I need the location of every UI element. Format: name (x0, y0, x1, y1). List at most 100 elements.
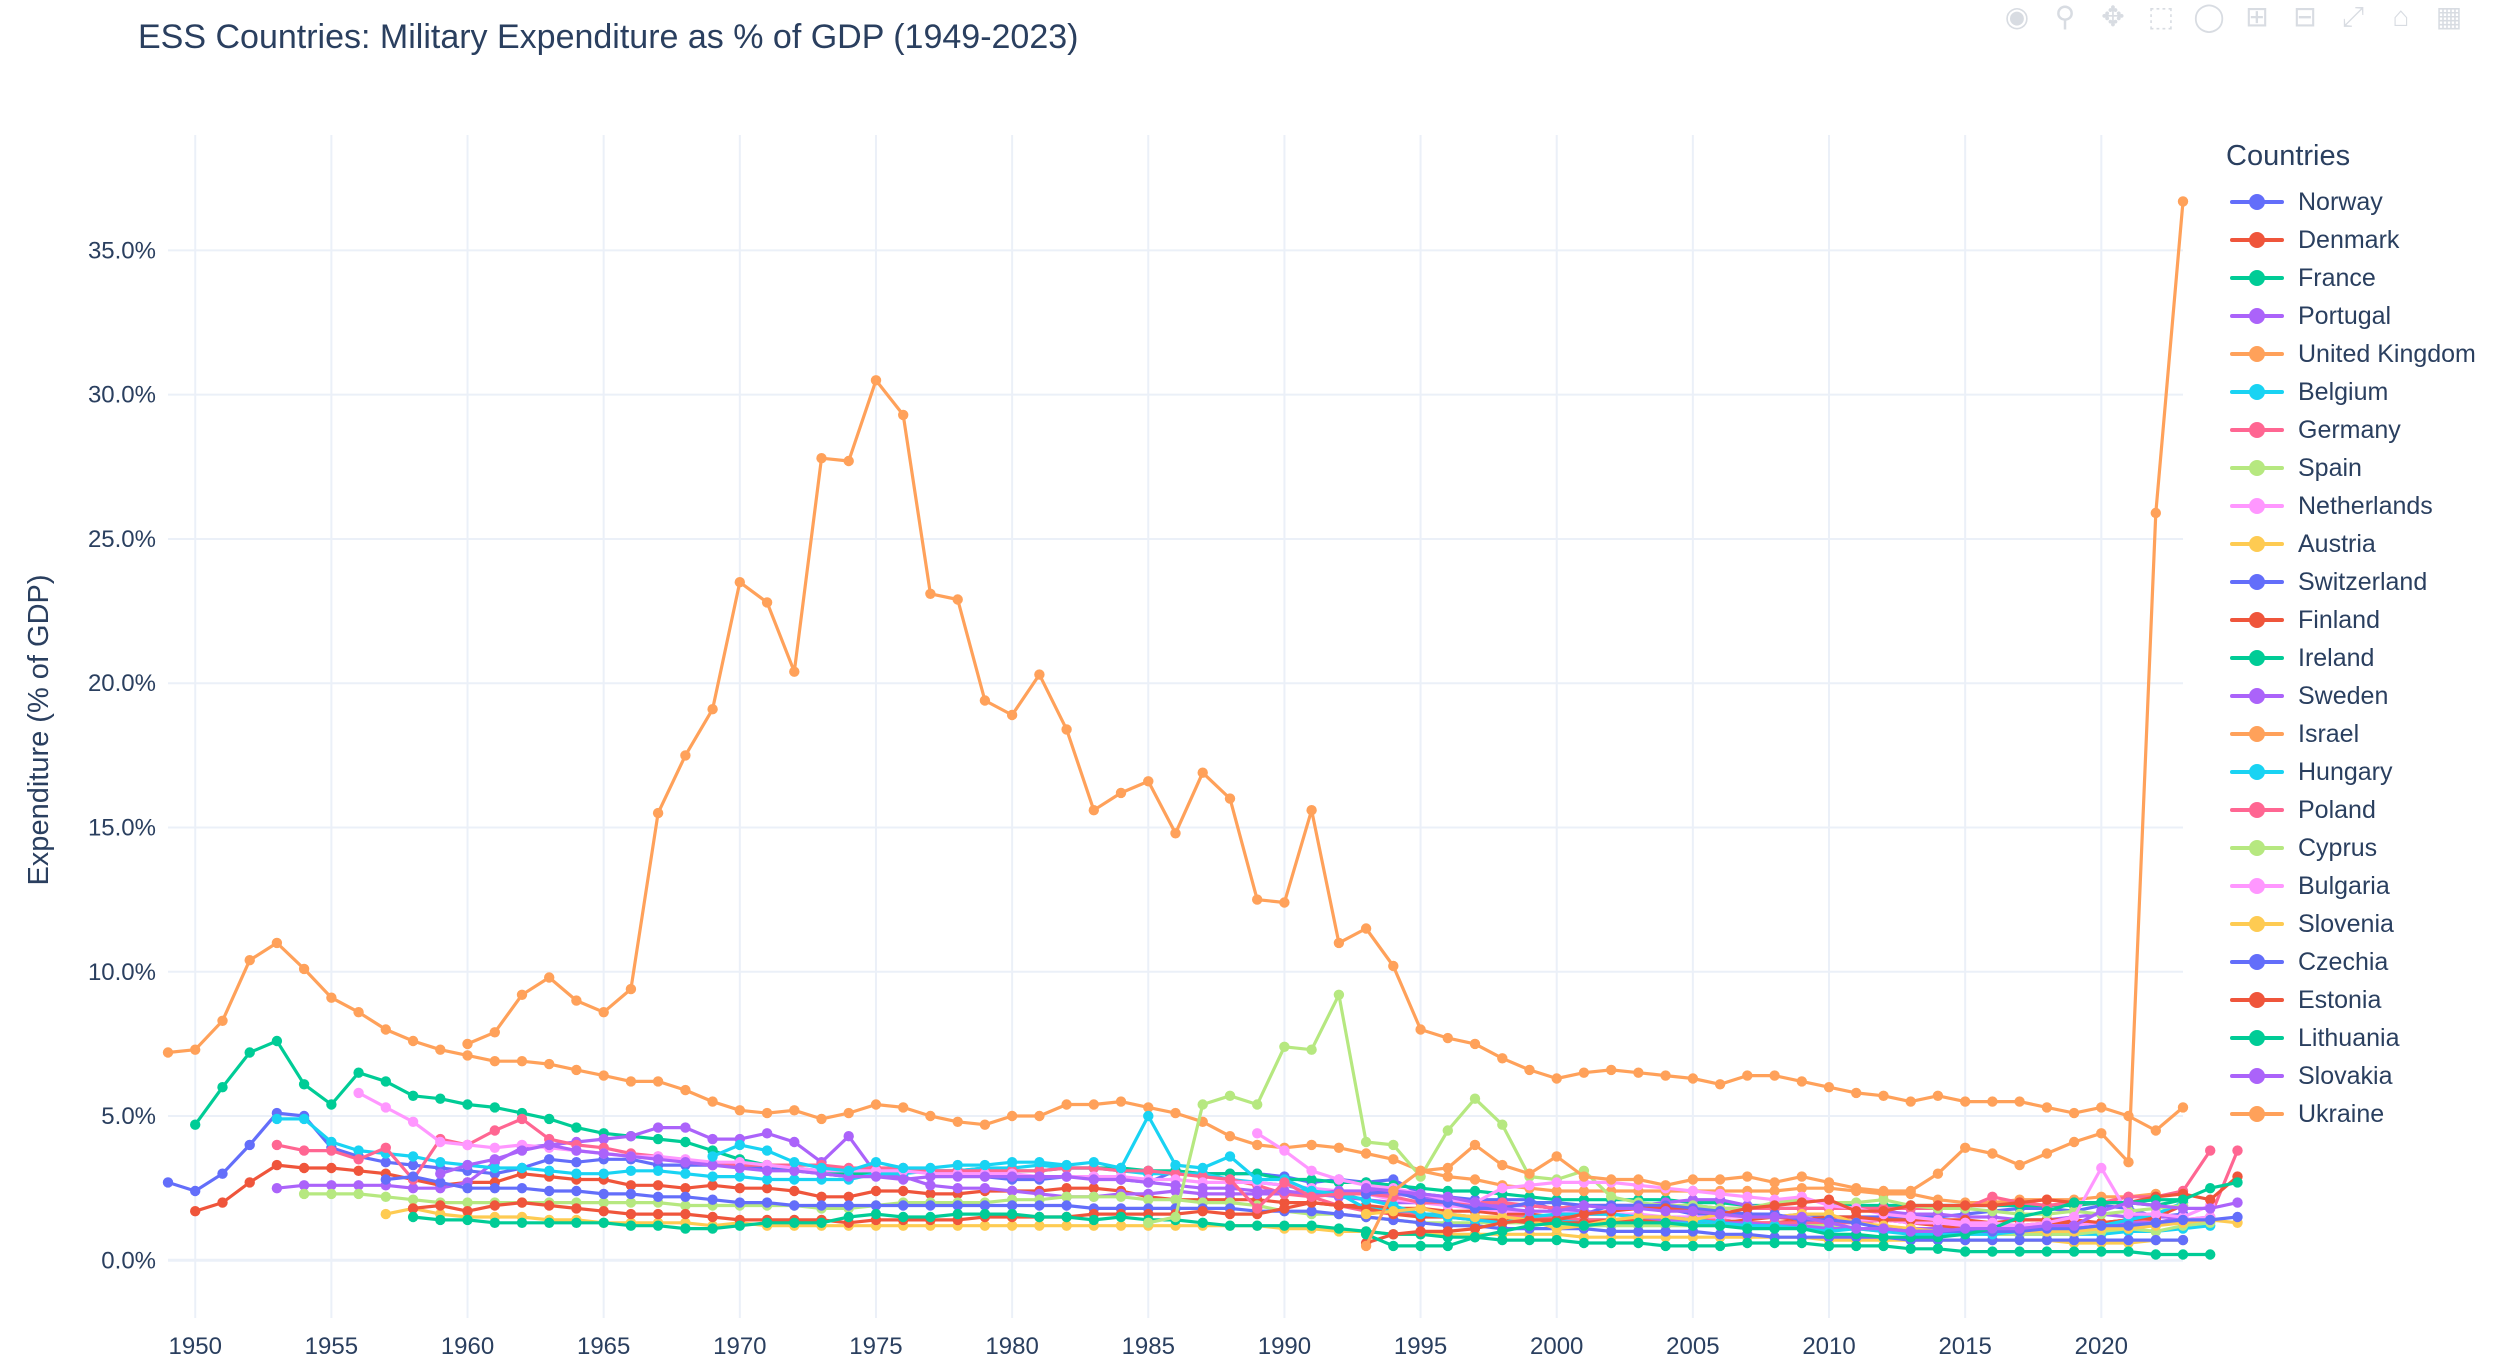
data-point[interactable] (489, 1142, 500, 1154)
data-point[interactable] (1388, 1154, 1399, 1165)
data-point[interactable] (1714, 1240, 1726, 1252)
data-point[interactable] (353, 1087, 364, 1099)
data-point[interactable] (707, 1223, 718, 1234)
data-point[interactable] (816, 1113, 827, 1125)
data-point[interactable] (1769, 1200, 1780, 1211)
data-point[interactable] (1442, 1208, 1454, 1220)
data-point[interactable] (462, 1214, 473, 1226)
data-point[interactable] (1851, 1087, 1862, 1099)
data-point[interactable] (1279, 1145, 1290, 1156)
data-point[interactable] (898, 1211, 909, 1223)
data-point[interactable] (1524, 1206, 1535, 1217)
data-point[interactable] (1143, 1165, 1154, 1177)
data-point[interactable] (1905, 1185, 1916, 1197)
data-point[interactable] (2014, 1223, 2025, 1234)
data-point[interactable] (407, 1183, 419, 1194)
data-point[interactable] (489, 1102, 500, 1113)
data-point[interactable] (1497, 1159, 1508, 1171)
data-point[interactable] (2177, 1194, 2189, 1205)
data-point[interactable] (1660, 1180, 1671, 1191)
data-point[interactable] (843, 1131, 854, 1142)
data-point[interactable] (353, 1180, 364, 1191)
data-point[interactable] (2014, 1246, 2025, 1257)
data-point[interactable] (1633, 1174, 1644, 1185)
data-point[interactable] (979, 1200, 991, 1211)
data-point[interactable] (816, 453, 827, 464)
data-point[interactable] (162, 1047, 174, 1058)
data-point[interactable] (1497, 1183, 1508, 1194)
data-point[interactable] (625, 1208, 637, 1220)
data-point[interactable] (843, 1211, 854, 1223)
data-point[interactable] (1333, 1188, 1345, 1200)
data-point[interactable] (2068, 1136, 2080, 1148)
data-point[interactable] (2232, 1197, 2243, 1208)
data-point[interactable] (2123, 1157, 2134, 1168)
data-point[interactable] (2041, 1148, 2053, 1159)
data-point[interactable] (761, 1183, 773, 1194)
data-point[interactable] (516, 1162, 528, 1174)
legend-item-portugal[interactable]: Portugal (2226, 297, 2476, 335)
data-point[interactable] (1524, 1180, 1535, 1191)
data-point[interactable] (1143, 1177, 1154, 1188)
data-point[interactable] (680, 750, 691, 761)
data-point[interactable] (271, 1113, 283, 1125)
data-point[interactable] (435, 1200, 446, 1211)
data-point[interactable] (571, 995, 582, 1006)
data-point[interactable] (298, 1188, 310, 1200)
data-point[interactable] (652, 1122, 664, 1133)
data-point[interactable] (789, 1185, 800, 1197)
data-point[interactable] (326, 1180, 337, 1191)
data-point[interactable] (2205, 1145, 2216, 1156)
data-point[interactable] (2150, 1208, 2161, 1220)
data-point[interactable] (789, 1200, 800, 1211)
data-point[interactable] (1987, 1096, 1998, 1107)
data-point[interactable] (1061, 1099, 1072, 1110)
data-point[interactable] (789, 1136, 800, 1148)
data-point[interactable] (680, 1136, 691, 1148)
data-point[interactable] (380, 1024, 391, 1035)
data-point[interactable] (544, 1200, 555, 1211)
data-point[interactable] (2096, 1206, 2107, 1217)
data-point[interactable] (1333, 1208, 1345, 1220)
data-point[interactable] (2041, 1234, 2053, 1246)
data-point[interactable] (407, 1116, 419, 1128)
data-point[interactable] (1333, 1200, 1345, 1211)
data-point[interactable] (1987, 1223, 1998, 1234)
legend-item-belgium[interactable]: Belgium (2226, 373, 2476, 411)
data-point[interactable] (1197, 767, 1208, 778)
data-point[interactable] (1469, 1139, 1481, 1151)
data-point[interactable] (353, 1188, 364, 1200)
legend-item-poland[interactable]: Poland (2226, 791, 2476, 829)
data-point[interactable] (544, 972, 555, 983)
data-point[interactable] (271, 937, 283, 949)
data-point[interactable] (1333, 937, 1345, 949)
data-point[interactable] (1578, 1200, 1590, 1211)
data-point[interactable] (2014, 1096, 2025, 1107)
data-point[interactable] (1687, 1220, 1699, 1231)
data-point[interactable] (734, 1139, 745, 1151)
data-point[interactable] (598, 1188, 609, 1200)
data-point[interactable] (489, 1162, 500, 1174)
data-point[interactable] (898, 1102, 909, 1113)
data-point[interactable] (1061, 1211, 1072, 1223)
data-point[interactable] (1442, 1162, 1454, 1174)
legend-item-ukraine[interactable]: Ukraine (2226, 1095, 2476, 1133)
data-point[interactable] (353, 1154, 364, 1165)
data-point[interactable] (571, 1185, 582, 1197)
data-point[interactable] (1497, 1203, 1508, 1214)
data-point[interactable] (1306, 805, 1317, 816)
data-point[interactable] (380, 1157, 391, 1168)
data-point[interactable] (652, 1220, 664, 1231)
data-point[interactable] (952, 594, 963, 605)
data-point[interactable] (1932, 1090, 1944, 1102)
data-point[interactable] (707, 1171, 718, 1182)
data-point[interactable] (407, 1151, 419, 1162)
data-point[interactable] (1415, 1188, 1426, 1200)
data-point[interactable] (680, 1223, 691, 1234)
data-point[interactable] (1742, 1237, 1753, 1249)
data-point[interactable] (544, 1113, 555, 1125)
data-point[interactable] (571, 1122, 582, 1133)
data-point[interactable] (1252, 1185, 1263, 1197)
data-point[interactable] (1960, 1246, 1971, 1257)
data-point[interactable] (979, 1183, 991, 1194)
